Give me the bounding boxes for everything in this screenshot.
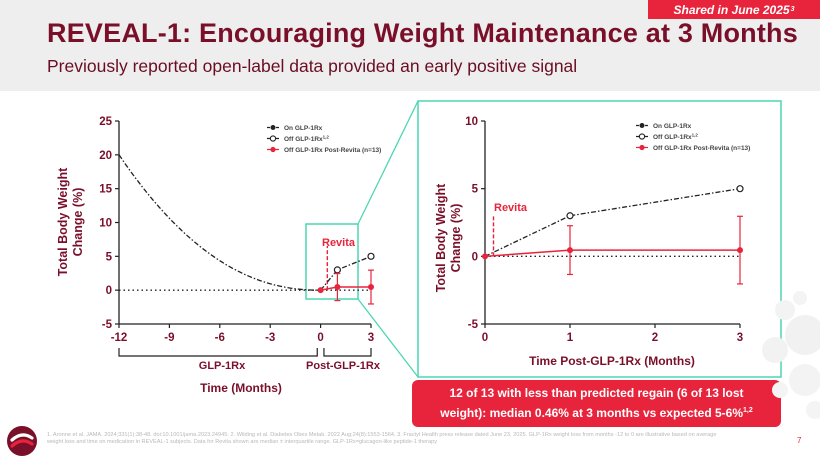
c2-legend-swatch-revita-dot [639, 144, 645, 151]
chart-left-revita-label: Revita [322, 237, 356, 249]
c2-legend-swatch-off-dot [638, 133, 646, 140]
chart-left-xtick-label: 3 [368, 332, 374, 344]
chart-left-legend: On GLP-1Rx Off GLP-1Rx1,2 Off GLP-1Rx Po… [267, 125, 381, 154]
legend-right-off-sup: 1,2 [692, 133, 699, 138]
chart-right-point-revita [482, 253, 488, 260]
decorative-bubbles [762, 291, 820, 419]
chart-right-xtick-label: 1 [567, 332, 574, 344]
chart-right-ylabel-2: Change (%) [449, 204, 463, 273]
chart-right-series-off-glp1rx [484, 188, 741, 257]
chart-left-point-revita [317, 287, 324, 294]
c1-legend-swatch-revita-dot [270, 146, 276, 153]
chart-right-point-revita [737, 247, 743, 254]
chart-left-series-off-glp1rx [320, 255, 372, 291]
chart-left-xlabel: Time (Months) [200, 381, 282, 395]
chart-left-xtick-label: -6 [215, 332, 225, 344]
legend-right-off-base: Off GLP-1Rx [653, 134, 692, 141]
chart-right-legend: On GLP-1Rx Off GLP-1Rx1,2 Off GLP-1Rx Po… [636, 123, 750, 152]
bracket-post-glp1rx [323, 348, 372, 357]
legend-right-on: On GLP-1Rx [653, 123, 692, 130]
chart-left-ytick-label: 25 [99, 116, 112, 128]
chart-right-xtick-label: 3 [737, 332, 743, 344]
chart-right-ytick-label: 0 [472, 251, 478, 263]
chart-right-revita-label: Revita [494, 202, 528, 214]
chart-right-point-revita [567, 247, 573, 254]
bracket-label-post-glp1rx: Post-GLP-1Rx [306, 360, 381, 372]
chart-right-series-revita [484, 249, 740, 258]
bracket-glp1rx [118, 348, 318, 357]
callout-sup: 1,2 [743, 407, 753, 414]
chart-left-xtick-label: -9 [164, 332, 174, 344]
chart-left-ytick-label: 15 [99, 184, 112, 196]
chart-left-ylabel-1: Total Body Weight [56, 167, 70, 276]
zoom-target-box [417, 100, 782, 378]
chart-left-ytick-label: 10 [99, 218, 112, 230]
chart-left-ytick-label: 0 [106, 285, 112, 297]
chart-left-ylabel-2: Change (%) [71, 188, 85, 257]
chart-left-point-revita [368, 284, 374, 291]
shared-badge: Shared in June 2025 3 [648, 0, 820, 19]
chart-right-ytick-label: -5 [468, 319, 479, 331]
zoom-connector-bottom [357, 298, 419, 378]
chart-left-xtick-label: 0 [317, 332, 323, 344]
chart-right-point-off-glp1rx [736, 185, 744, 193]
chart-right-ytick-label: 5 [472, 184, 479, 196]
chart-left: -5 0 5 10 15 20 25 -12 -9 -6 -3 0 3 Total Body Weigh… [56, 116, 381, 395]
chart-left-point-revita [334, 284, 341, 291]
callout-line-1: 12 of 13 with less than predicted regain… [449, 386, 744, 400]
chart-right-ylabel-1: Total Body Weight [434, 183, 448, 292]
slide-title: REVEAL-1: Encouraging Weight Maintenance… [47, 18, 798, 48]
results-callout: 12 of 13 with less than predicted regain… [412, 380, 781, 427]
c1-legend-swatch-on-dot [270, 125, 276, 130]
zoom-source-box [305, 223, 359, 300]
chart-right-xlabel: Time Post-GLP-1Rx (Months) [529, 354, 695, 368]
callout-line-2: weight): median 0.46% at 3 months vs exp… [418, 402, 775, 422]
chart-left-axes: -5 0 5 10 15 20 25 -12 -9 -6 -3 0 3 [99, 116, 375, 357]
badge-sup: 3 [790, 6, 795, 13]
c1-legend-swatch-off-dot [269, 135, 277, 142]
chart-right-point-off-glp1rx [566, 212, 574, 220]
legend-left-off-sup: 1,2 [323, 135, 330, 140]
badge-text: Shared in June 2025 [673, 2, 790, 17]
chart-left-xtick-label: -12 [111, 332, 128, 344]
bracket-label-glp1rx: GLP-1Rx [199, 360, 246, 372]
chart-left-point-off-glp1rx [333, 266, 341, 274]
chart-left-ytick-label: 5 [106, 251, 113, 263]
zoom-connector-top [357, 100, 419, 225]
company-logo-icon [7, 426, 37, 456]
legend-left-off-base: Off GLP-1Rx [284, 136, 323, 143]
chart-left-series-on-glp1rx [118, 154, 321, 291]
chart-right-xtick-label: 2 [652, 332, 658, 344]
chart-left-ytick-label: -5 [102, 319, 113, 331]
chart-right-xtick-label: 0 [482, 332, 488, 344]
chart-left-ytick-label: 20 [99, 150, 112, 162]
page-number: 7 [797, 436, 802, 445]
legend-left-off: Off GLP-1Rx1,2 [284, 135, 329, 144]
chart-left-point-off-glp1rx [367, 252, 375, 260]
legend-left-on: On GLP-1Rx [284, 125, 323, 132]
callout-line-2-text: weight): median 0.46% at 3 months vs exp… [440, 406, 744, 420]
chart-left-xtick-label: -3 [265, 332, 275, 344]
footnote: 1. Aronne et al. JAMA. 2024;331(1):38-48… [47, 432, 717, 445]
c2-legend-swatch-on-dot [639, 123, 645, 128]
legend-right-off: Off GLP-1Rx1,2 [653, 133, 698, 142]
chart-right-ytick-label: 10 [465, 116, 478, 128]
legend-left-revita: Off GLP-1Rx Post-Revita (n=13) [284, 147, 381, 154]
slide-subtitle: Previously reported open-label data prov… [47, 56, 578, 76]
legend-right-revita: Off GLP-1Rx Post-Revita (n=13) [653, 145, 750, 152]
